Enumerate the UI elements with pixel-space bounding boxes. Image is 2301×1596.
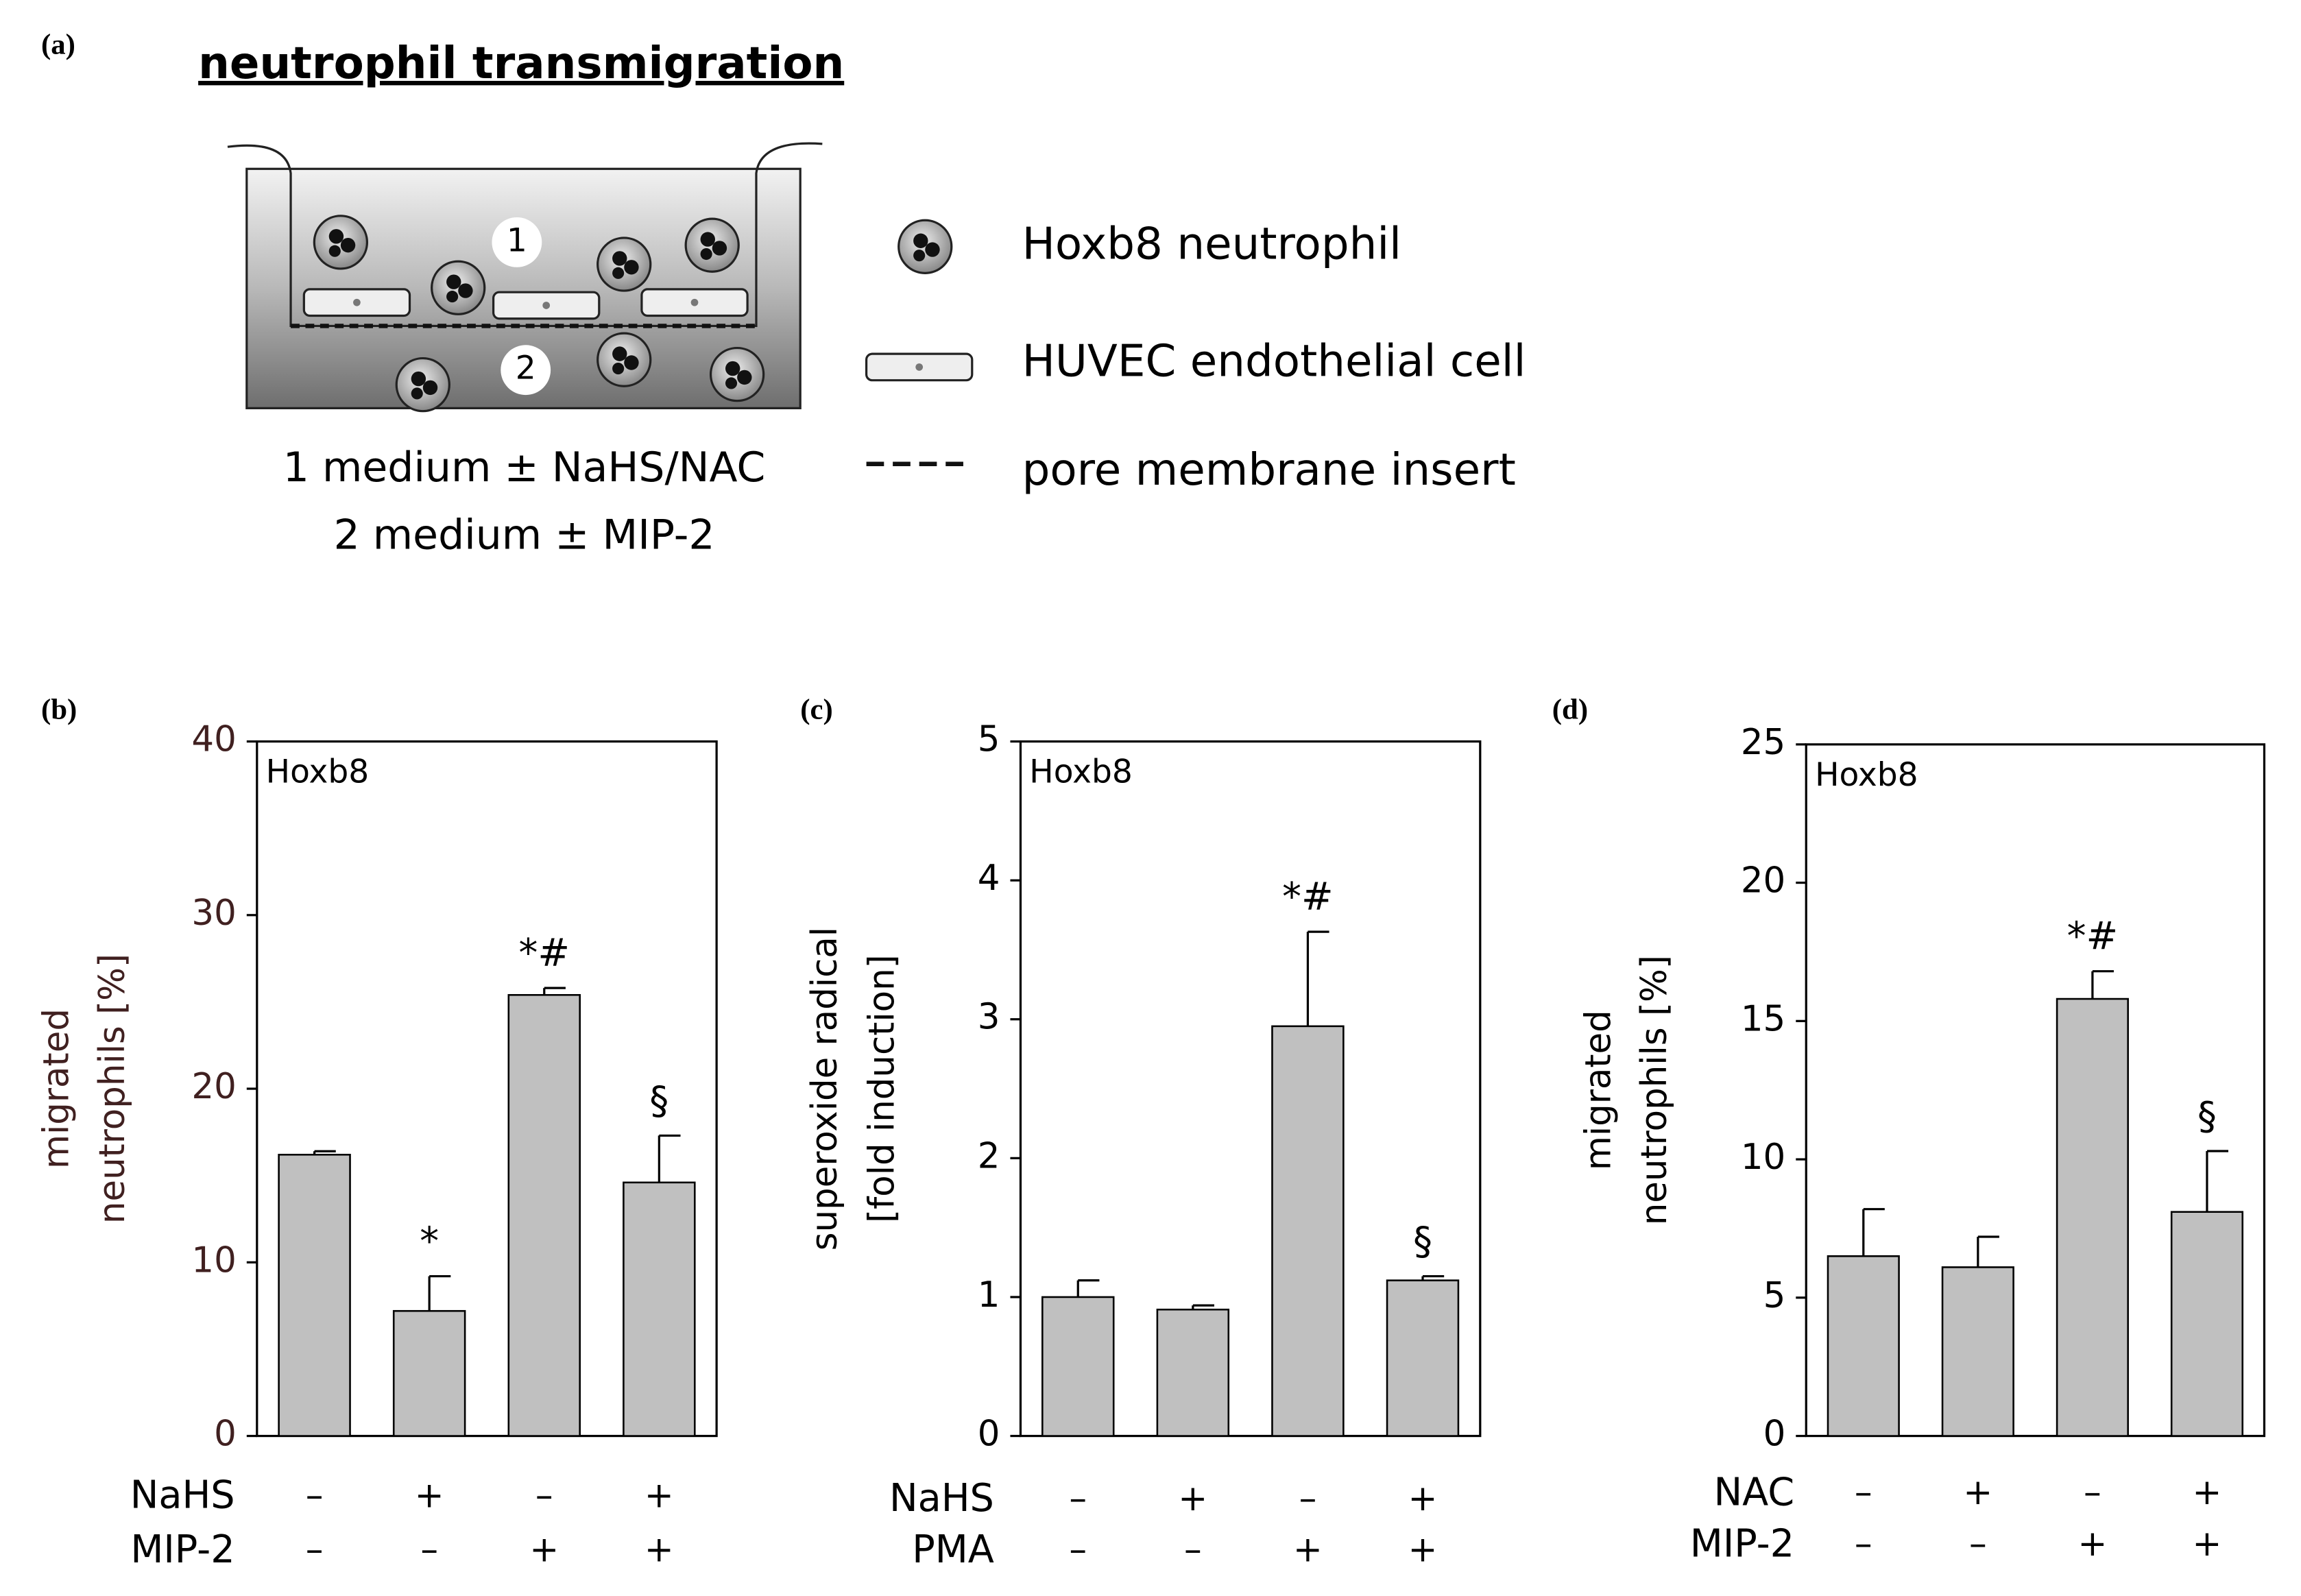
y-tick-label: 0 [978, 1414, 1000, 1455]
significance-label: *# [519, 931, 570, 976]
condition-value: + [2192, 1472, 2221, 1513]
y-tick-label: 2 [978, 1135, 1000, 1176]
condition-value: – [1299, 1478, 1317, 1519]
y-tick-label: 40 [191, 719, 236, 760]
legend-icon [897, 219, 953, 274]
legend-label: HUVEC endothelial cell [1022, 336, 1526, 387]
condition-value: – [420, 1530, 438, 1571]
condition-value: + [1408, 1478, 1437, 1519]
caption: 2 medium ± MIP-2 [334, 511, 715, 559]
condition-value: + [1963, 1472, 1992, 1513]
y-axis-label: neutrophils [%] [1634, 955, 1675, 1225]
y-tick-label: 25 [1741, 722, 1785, 763]
condition-value: – [2084, 1472, 2101, 1513]
bar [1271, 1025, 1345, 1437]
y-axis-label: neutrophils [%] [92, 954, 133, 1224]
y-tick-label: 10 [191, 1240, 236, 1281]
condition-name: NAC [1713, 1470, 1794, 1514]
y-axis-label: migrated [36, 1008, 77, 1169]
bar [392, 1309, 466, 1437]
bar [2056, 998, 2129, 1437]
condition-value: – [1855, 1472, 1872, 1513]
condition-value: – [1184, 1530, 1202, 1571]
condition-value: + [2192, 1523, 2221, 1564]
condition-value: + [644, 1530, 674, 1571]
condition-name: MIP-2 [130, 1527, 234, 1572]
condition-value: – [1069, 1478, 1087, 1519]
panel-label: (c) [800, 694, 833, 726]
bar [1941, 1266, 2014, 1437]
condition-value: – [306, 1475, 324, 1516]
condition-name: MIP-2 [1690, 1521, 1794, 1566]
condition-name: NaHS [130, 1473, 235, 1518]
condition-value: + [1178, 1478, 1207, 1519]
y-tick-label: 0 [1763, 1414, 1786, 1455]
significance-label: § [1413, 1220, 1432, 1264]
inset-label: Hoxb8 [1029, 753, 1133, 791]
condition-value: + [1408, 1530, 1437, 1571]
plot-frame [1019, 740, 1482, 1438]
plot-frame [1805, 743, 2266, 1438]
panel-title: neutrophil transmigration [198, 38, 844, 89]
bar [623, 1181, 696, 1437]
condition-value: + [1293, 1530, 1323, 1571]
condition-value: – [1069, 1530, 1087, 1571]
inset-label: Hoxb8 [1815, 756, 1918, 794]
compartment-label: 2 [516, 350, 536, 387]
y-tick-label: 20 [191, 1066, 236, 1107]
condition-value: – [1969, 1523, 1987, 1564]
inset-label: Hoxb8 [266, 753, 370, 791]
y-axis-label: [fold induction] [861, 954, 902, 1223]
caption: 1 medium ± NaHS/NAC [283, 444, 766, 492]
y-tick-label: 3 [978, 997, 1000, 1038]
bar [1041, 1296, 1115, 1437]
bar [1386, 1279, 1460, 1437]
y-tick-label: 15 [1741, 998, 1785, 1039]
condition-value: + [415, 1475, 444, 1516]
significance-label: § [649, 1078, 668, 1123]
y-tick-label: 30 [191, 893, 236, 934]
bar [507, 994, 581, 1437]
significance-label: § [2197, 1094, 2217, 1139]
bar [1827, 1255, 1900, 1437]
condition-value: – [306, 1530, 324, 1571]
panel-label: (d) [1552, 694, 1588, 726]
condition-value: + [529, 1530, 559, 1571]
y-axis-label: superoxide radical [804, 927, 845, 1250]
condition-name: NaHS [889, 1476, 994, 1521]
legend-label: pore membrane insert [1022, 444, 1516, 496]
legend-icon [865, 352, 974, 382]
compartment-label: 1 [507, 221, 527, 259]
y-tick-label: 5 [1763, 1275, 1786, 1316]
significance-label: * [420, 1220, 439, 1264]
panel-label: (a) [41, 28, 75, 60]
legend-label: Hoxb8 neutrophil [1022, 218, 1401, 269]
condition-name: PMA [912, 1527, 994, 1572]
y-tick-label: 4 [978, 858, 1000, 899]
condition-value: – [535, 1475, 553, 1516]
y-axis-label: migrated [1578, 1010, 1619, 1170]
y-tick-label: 10 [1741, 1137, 1785, 1178]
y-tick-label: 5 [978, 719, 1000, 760]
bar [278, 1154, 351, 1437]
condition-value: – [1855, 1523, 1872, 1564]
condition-value: + [2077, 1523, 2107, 1564]
condition-value: + [644, 1475, 674, 1516]
y-tick-label: 20 [1741, 860, 1785, 902]
bar [1156, 1308, 1230, 1437]
significance-label: *# [2067, 915, 2118, 959]
y-tick-label: 0 [214, 1414, 237, 1455]
panel-label: (b) [41, 694, 77, 726]
y-tick-label: 1 [978, 1274, 1000, 1316]
well-diagram [227, 142, 823, 413]
bar [2170, 1211, 2244, 1437]
significance-label: *# [1282, 875, 1333, 919]
